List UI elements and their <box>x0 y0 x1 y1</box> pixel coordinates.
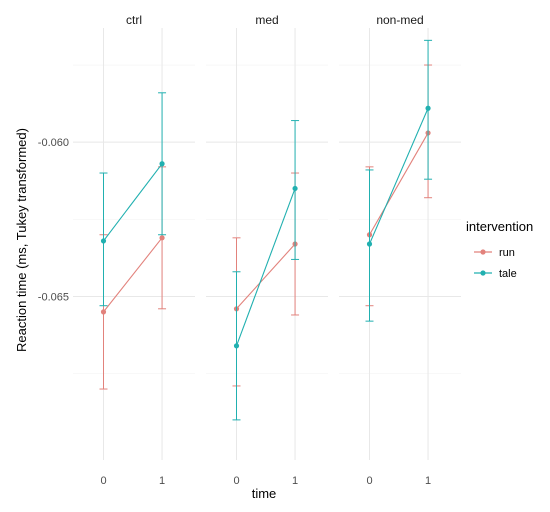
legend-label-tale: tale <box>499 268 517 280</box>
y-tick-label: -0.065 <box>38 291 69 303</box>
x-tick-label: 0 <box>366 475 372 487</box>
series-line-run <box>236 243 296 310</box>
y-axis-title: Reaction time (ms, Tukey transformed) <box>14 128 29 352</box>
data-point-tale <box>366 241 373 247</box>
data-point-tale <box>292 185 298 192</box>
legend-label-run: run <box>499 247 515 259</box>
legend-title: intervention <box>466 219 533 234</box>
facet-label-non-med: non-med <box>376 13 423 27</box>
data-point-tale <box>425 105 431 111</box>
series-line-tale <box>235 188 296 347</box>
data-point-run <box>159 235 165 241</box>
facet-label-med: med <box>255 13 278 27</box>
data-point-tale <box>159 161 165 167</box>
x-tick-label: 1 <box>159 475 165 487</box>
chart-marks <box>99 39 433 421</box>
y-tick-label: -0.060 <box>38 137 69 149</box>
series-line-tale <box>103 163 163 242</box>
x-tick-label: 0 <box>100 475 106 487</box>
x-tick-label: 0 <box>233 475 239 487</box>
x-tick-label: 1 <box>425 475 431 487</box>
data-point-tale <box>233 343 240 349</box>
series-line-run <box>103 237 163 313</box>
chart-panels: -0.060 -0.065 ctrl 0 1 med 0 1 non-med 0 1 <box>38 13 461 487</box>
legend-key-point-run <box>480 249 486 255</box>
data-point-tale <box>100 238 107 244</box>
data-point-run <box>100 309 107 315</box>
series-line-run <box>369 132 429 236</box>
legend: intervention run tale <box>466 219 533 280</box>
x-tick-label: 1 <box>292 475 298 487</box>
series-line-tale <box>368 108 429 245</box>
legend-key-point-tale <box>480 270 486 276</box>
facet-label-ctrl: ctrl <box>126 13 142 27</box>
x-axis-title: time <box>252 486 277 501</box>
